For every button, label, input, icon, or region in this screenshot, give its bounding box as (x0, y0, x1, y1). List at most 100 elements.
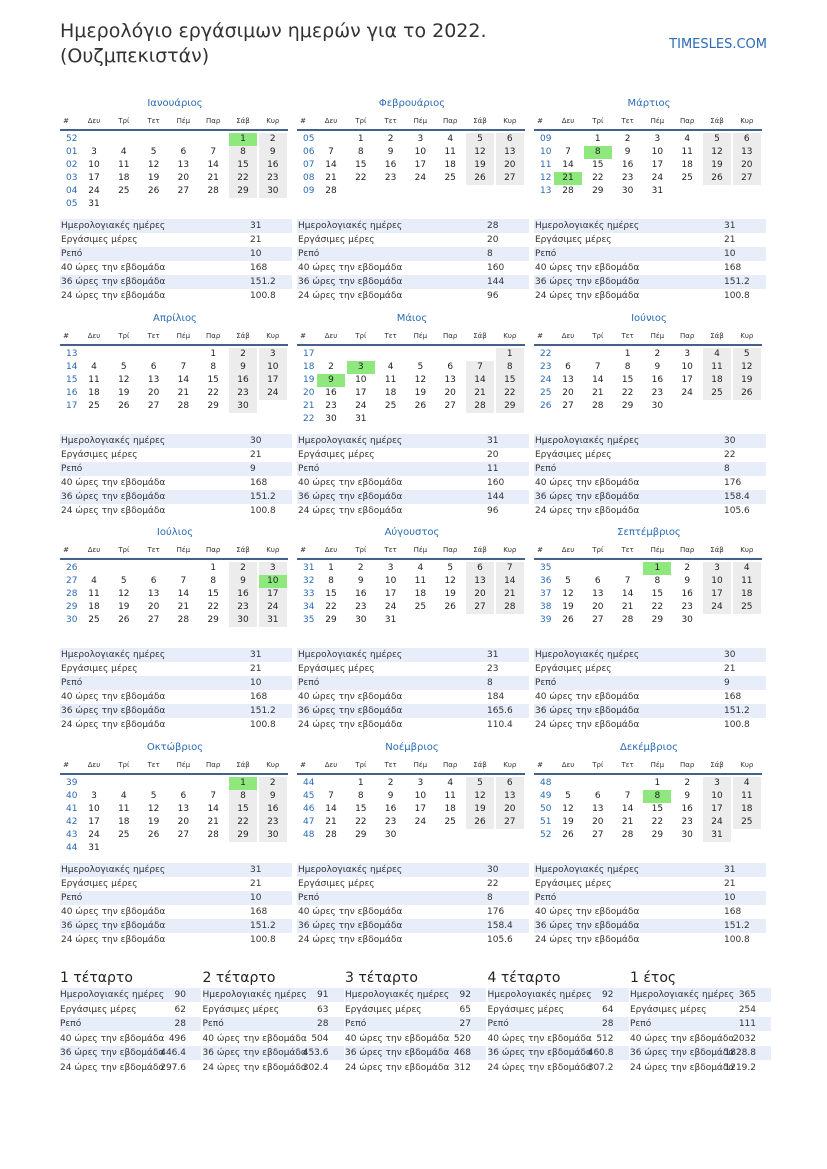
week-number: 28 (66, 589, 78, 599)
day: 24 (88, 829, 100, 840)
day: 30 (384, 829, 397, 840)
stats-value: 100.8 (250, 291, 276, 301)
day: 20 (592, 816, 604, 827)
day: 31 (651, 186, 664, 196)
week-number: 27 (66, 576, 78, 586)
day: 1 (594, 134, 601, 144)
day: 14 (177, 374, 190, 385)
stats-label: 36 ώρες την εβδομάδα (298, 920, 403, 931)
day: 1 (328, 563, 334, 573)
summary-label: 36 ώρες την εβδομάδα (60, 1048, 165, 1058)
weekday-header: Δευ (324, 117, 338, 125)
stats-value: 168 (250, 692, 268, 702)
day: 29 (207, 400, 219, 411)
stats-value: 31 (487, 650, 499, 660)
weekday-header: Τετ (384, 331, 397, 340)
stats-value: 22 (724, 449, 736, 460)
day: 22 (651, 816, 664, 827)
day: 31 (355, 413, 367, 424)
day: 20 (177, 173, 190, 183)
weekday-header: Τρί (592, 760, 604, 769)
day: 24 (384, 602, 397, 612)
day: 27 (177, 186, 190, 196)
day: 30 (229, 399, 257, 413)
day: 20 (466, 588, 494, 601)
week-number: 02 (66, 160, 78, 170)
stats-row (534, 862, 766, 877)
weekday-header: Δευ (87, 760, 101, 769)
day: 20 (592, 602, 604, 612)
stats-value: 100.8 (724, 291, 750, 301)
weekday-header: Τετ (147, 331, 160, 340)
stats-row (60, 704, 292, 718)
day: 3 (91, 790, 97, 801)
day: 20 (495, 802, 524, 816)
day: 13 (177, 803, 190, 814)
day: 22 (621, 387, 634, 398)
summary-label: 36 ώρες την εβδομάδα (487, 1048, 592, 1058)
week-number: 17 (303, 348, 315, 359)
week-number: 29 (66, 602, 78, 612)
day: 29 (229, 828, 257, 842)
day: 29 (355, 829, 367, 840)
day: 7 (180, 576, 187, 586)
stats-row (534, 275, 766, 289)
stats-label: 40 ώρες την εβδομάδα (298, 692, 403, 702)
day: 17 (703, 802, 731, 816)
stats-row (297, 489, 529, 504)
day: 3 (703, 562, 731, 575)
day: 25 (88, 400, 100, 411)
day: 18 (118, 816, 130, 827)
day: 11 (88, 589, 100, 599)
day: 28 (207, 829, 219, 840)
day: 17 (384, 589, 397, 599)
day: 12 (118, 589, 130, 599)
stats-label: 24 ώρες την εβδομάδα (61, 934, 166, 945)
summary-row (345, 1046, 486, 1060)
day: 21 (495, 588, 524, 601)
day: 27 (592, 615, 604, 625)
day: 12 (562, 803, 574, 814)
day: 25 (88, 615, 100, 625)
summary-label: 24 ώρες την εβδομάδα (630, 1062, 735, 1073)
week-number: 21 (303, 400, 315, 411)
weekday-header: Τετ (147, 117, 160, 125)
day: 2 (357, 563, 364, 573)
day: 5 (150, 147, 157, 157)
week-number: 08 (303, 173, 315, 183)
day: 25 (732, 601, 761, 614)
stats-label: Ρεπό (535, 463, 557, 474)
day: 12 (732, 360, 761, 374)
stats-row (534, 219, 766, 233)
day: 12 (562, 589, 574, 599)
summary-label: Εργάσιμες μέρες (487, 1004, 565, 1015)
day: 11 (732, 789, 761, 803)
site-link[interactable]: TIMESLES.COM (669, 37, 767, 52)
day: 21 (592, 387, 604, 398)
weekday-header: Πέμ (650, 331, 665, 340)
week-number: 22 (540, 348, 552, 359)
stats-value: 110.4 (487, 720, 513, 730)
weekday-header: Κυρ (740, 546, 754, 554)
summary-label: 40 ώρες την εβδομάδα (202, 1033, 307, 1044)
week-number: 19 (303, 374, 315, 385)
day: 6 (447, 361, 454, 372)
stats-label: Ημερολογιακές ημέρες (535, 864, 640, 875)
day: 29 (495, 399, 524, 413)
day: 5 (150, 790, 157, 801)
stats-value: 9 (250, 463, 256, 474)
summary-row (630, 1046, 771, 1060)
day: 13 (495, 789, 524, 803)
day: 26 (147, 829, 160, 840)
summary-row (487, 988, 629, 1002)
day: 29 (621, 400, 634, 411)
header-rule (534, 772, 762, 775)
day: 4 (447, 134, 454, 144)
week-number: 13 (66, 348, 78, 359)
day: 25 (414, 602, 427, 612)
week-number: 30 (66, 615, 78, 625)
stats-value: 100.8 (250, 720, 276, 730)
summary-value: 468 (453, 1048, 471, 1058)
day: 26 (732, 386, 761, 400)
day: 8 (654, 576, 661, 586)
